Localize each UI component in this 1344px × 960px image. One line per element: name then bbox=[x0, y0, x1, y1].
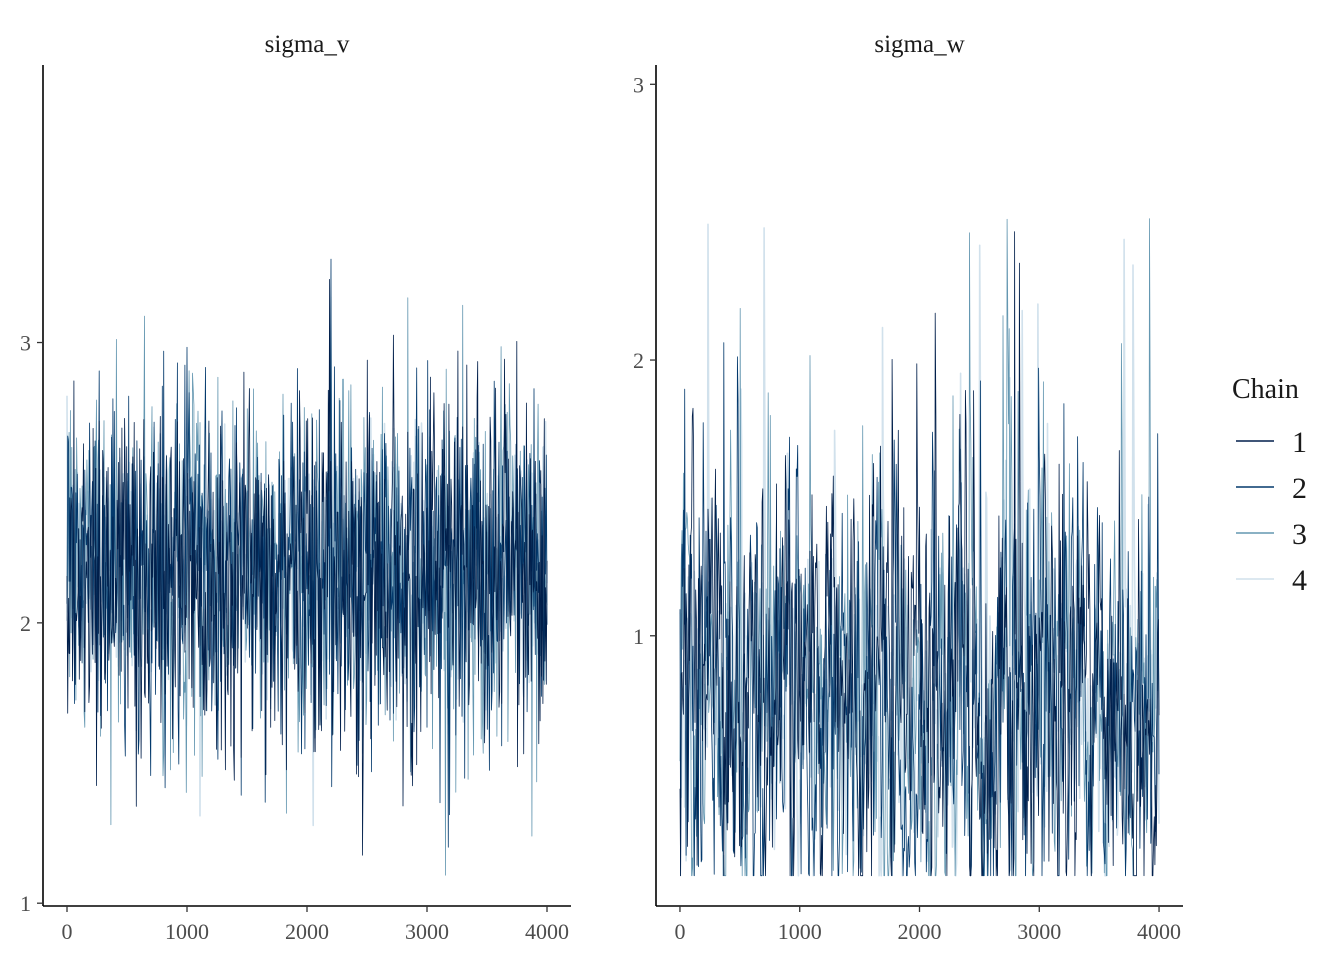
panel-sigma_v: sigma_v 0 1000 2000 3000 4000 1 2 3 bbox=[20, 31, 571, 944]
y-tick-label: 3 bbox=[633, 72, 644, 97]
x-tick-label: 1000 bbox=[165, 919, 209, 944]
x-tick-label: 2000 bbox=[285, 919, 329, 944]
legend: Chain 1 2 3 4 bbox=[1232, 374, 1307, 597]
x-tick-label: 1000 bbox=[778, 919, 822, 944]
legend-label-3: 3 bbox=[1292, 518, 1307, 551]
facet-title: sigma_v bbox=[265, 31, 350, 58]
x-tick-label: 3000 bbox=[405, 919, 449, 944]
x-tick-label: 0 bbox=[674, 919, 685, 944]
trace-chain-1 bbox=[679, 231, 1160, 877]
panel-sigma_w: sigma_w 0 1000 2000 3000 4000 1 2 3 bbox=[633, 31, 1183, 944]
x-tick-label: 4000 bbox=[1137, 919, 1181, 944]
x-tick-label: 0 bbox=[62, 919, 73, 944]
legend-label-4: 4 bbox=[1292, 564, 1307, 597]
legend-label-1: 1 bbox=[1292, 426, 1307, 459]
y-tick-label: 3 bbox=[20, 331, 31, 356]
x-tick-label: 3000 bbox=[1017, 919, 1061, 944]
y-tick-label: 1 bbox=[633, 624, 644, 649]
x-tick-label: 2000 bbox=[898, 919, 942, 944]
x-tick-label: 4000 bbox=[525, 919, 569, 944]
trace-chain-1 bbox=[66, 278, 548, 856]
legend-label-2: 2 bbox=[1292, 472, 1307, 505]
y-tick-label: 2 bbox=[20, 611, 31, 636]
y-tick-label: 1 bbox=[20, 891, 31, 916]
y-tick-label: 2 bbox=[633, 348, 644, 373]
facet-title: sigma_w bbox=[874, 31, 964, 58]
legend-title: Chain bbox=[1232, 374, 1299, 405]
